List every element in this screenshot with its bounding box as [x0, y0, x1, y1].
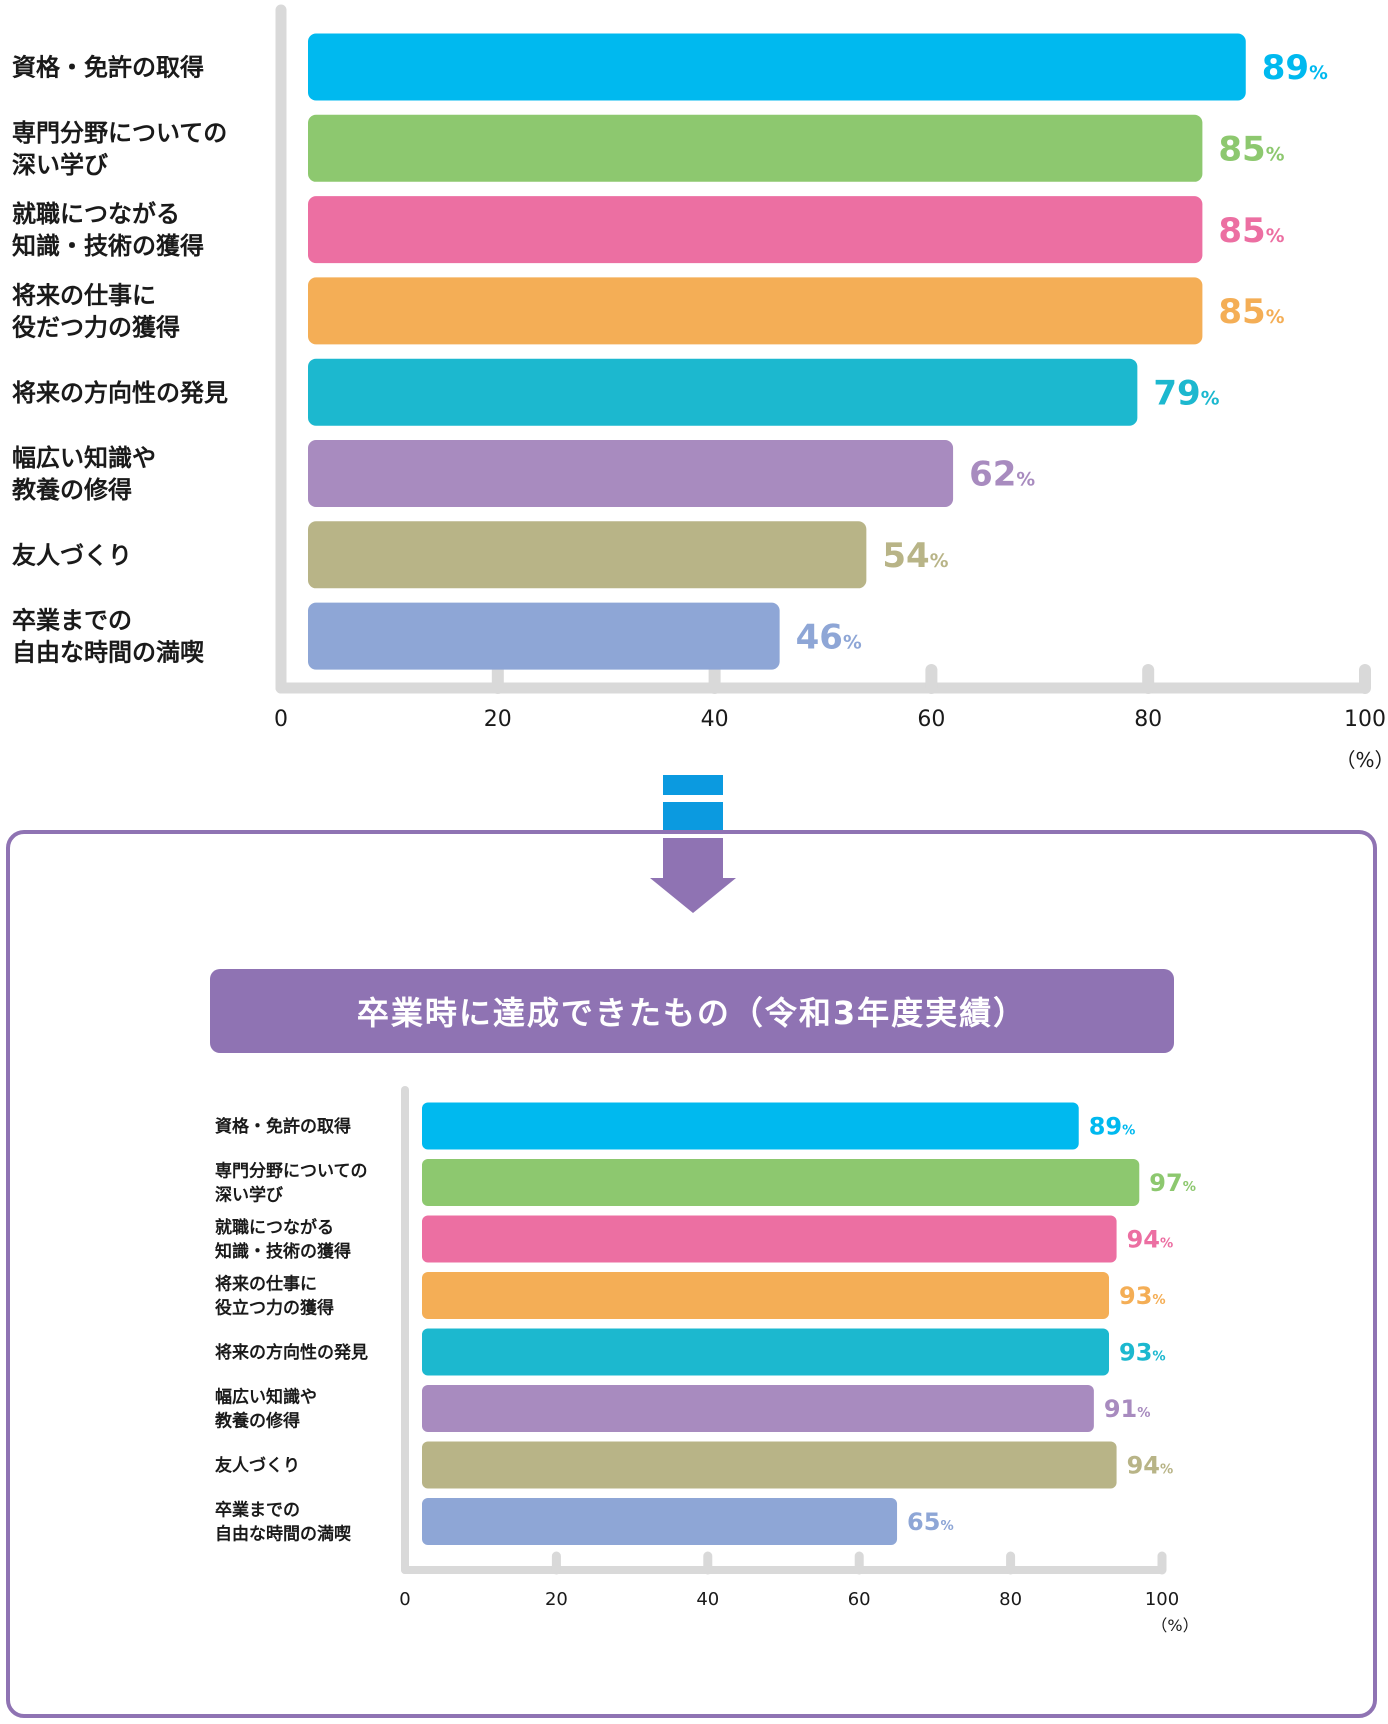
chart-after-x-tick-label: 40: [696, 1589, 719, 1610]
down-arrow-icon: [650, 878, 736, 913]
chart-after-category-label: 資格・免許の取得: [215, 1116, 351, 1137]
chart-before-bar: [308, 358, 1138, 426]
chart-after-category-label: 卒業までの自由な時間の満喫: [215, 1500, 352, 1545]
chart-before-bar: [308, 602, 780, 670]
chart-before-category-label: 資格・免許の取得: [12, 54, 204, 82]
chart-before-category-label: 将来の方向性の発見: [12, 379, 228, 407]
chart-before-bar: [308, 440, 954, 507]
chart-after-category-label: 将来の仕事に役立つ力の獲得: [215, 1274, 334, 1319]
chart-before-category-label: 卒業までの自由な時間の満喫: [12, 607, 205, 667]
chart-after-x-tick-label: 20: [545, 1589, 568, 1610]
chart-before-category-label: 専門分野についての深い学び: [12, 119, 227, 179]
chart-after-bar: [422, 1328, 1110, 1376]
chart-before-bar: [308, 114, 1203, 182]
chart-before-value-label: 85%: [1218, 130, 1284, 170]
chart-before-value-label: 46%: [796, 617, 862, 657]
chart-before-category-label: 幅広い知識や教養の修得: [12, 444, 156, 504]
chart-after-category-label: 就職につながる知識・技術の獲得: [214, 1217, 351, 1262]
chart-before-value-label: 85%: [1218, 292, 1284, 332]
chart-before-bar: [308, 33, 1246, 101]
chart-before-x-unit-label: （%）: [1335, 748, 1388, 772]
chart-before-x-tick-label: 40: [701, 707, 729, 732]
chart-after-category-label: 幅広い知識や教養の修得: [214, 1387, 317, 1432]
chart-after-value-label: 94%: [1127, 1452, 1174, 1480]
chart-before-x-tick-label: 80: [1134, 707, 1162, 732]
chart-after-bar: [422, 1102, 1079, 1150]
chart-after-bar: [422, 1498, 898, 1545]
chart-after-bar: [422, 1272, 1110, 1319]
result-frame: [6, 830, 1377, 1718]
chart-after-value-label: 89%: [1089, 1113, 1136, 1141]
chart-after-value-label: 93%: [1119, 1282, 1166, 1310]
chart-after-value-label: 91%: [1104, 1395, 1151, 1423]
chart-before-value-label: 54%: [882, 536, 948, 576]
arrow-top-bar: [663, 775, 723, 795]
chart-after-x-tick-label: 60: [848, 1589, 871, 1610]
chart-after-x-unit-label: （%）: [1151, 1616, 1198, 1635]
chart-after-category-label: 将来の方向性の発見: [215, 1342, 368, 1363]
chart-before-bar: [308, 196, 1203, 264]
chart-after-bar: [422, 1215, 1117, 1263]
chart-before-value-label: 62%: [969, 455, 1035, 495]
chart-before-bar: [308, 521, 867, 589]
chart-after-bar: [422, 1441, 1117, 1489]
chart-after-bar: [422, 1159, 1140, 1206]
chart-before: 0 20 40 60 80 100 （%） 89% 資格・免許の取得 85% 専門分野についての深い…: [12, 4, 1388, 772]
chart-before-value-label: 79%: [1153, 373, 1219, 413]
chart-before-x-tick-label: 0: [274, 707, 288, 732]
chart-before-x-tick-label: 100: [1344, 707, 1386, 732]
chart-before-x-tick-label: 20: [484, 707, 512, 732]
chart-before-category-label: 就職につながる知識・技術の獲得: [12, 200, 204, 260]
chart-before-value-label: 85%: [1218, 211, 1284, 251]
chart-after-value-label: 97%: [1149, 1169, 1196, 1197]
chart-before-bar: [308, 277, 1203, 345]
chart-after-value-label: 94%: [1127, 1226, 1174, 1254]
chart-after-category-label: 友人づくり: [215, 1455, 300, 1476]
chart-before-value-label: 89%: [1262, 48, 1328, 88]
chart-before-category-label: 将来の仕事に役だつ力の獲得: [12, 282, 180, 342]
chart-after-x-tick-label: 0: [399, 1589, 410, 1610]
chart-after-x-tick-label: 100: [1145, 1589, 1179, 1610]
arrow-stem: [663, 838, 723, 880]
chart-before-category-label: 友人づくり: [12, 541, 132, 569]
chart-after-bar: [422, 1385, 1094, 1432]
chart-after-x-tick-label: 80: [999, 1589, 1022, 1610]
chart-after-category-label: 専門分野についての深い学び: [215, 1162, 368, 1206]
chart-after-value-label: 93%: [1119, 1339, 1166, 1367]
chart-title-banner: 卒業時に達成できたもの（令和3年度実績）: [210, 969, 1174, 1053]
arrow-middle-bar: [663, 802, 723, 832]
chart-after-value-label: 65%: [907, 1508, 954, 1536]
chart-before-x-tick-label: 60: [917, 707, 945, 732]
